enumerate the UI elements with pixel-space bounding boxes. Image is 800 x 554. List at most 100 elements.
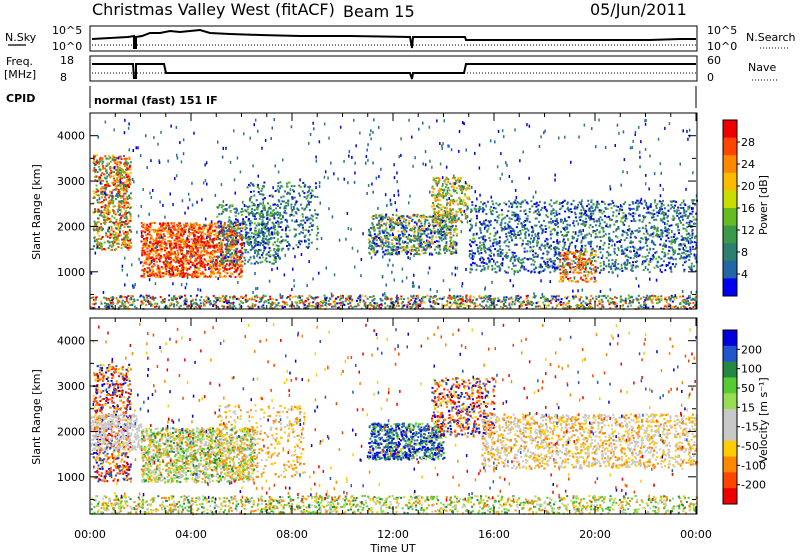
range-gate-cell: [583, 221, 586, 223]
range-gate-cell: [294, 234, 297, 237]
range-gate-cell: [659, 264, 662, 267]
range-gate-cell: [105, 169, 108, 172]
range-gate-cell: [228, 216, 231, 219]
range-gate-cell: [224, 260, 227, 263]
range-gate-cell: [122, 194, 125, 197]
range-gate-cell: [668, 246, 671, 249]
range-gate-cell: [200, 272, 202, 275]
range-gate-cell: [379, 239, 382, 242]
range-gate-cell: [288, 181, 291, 184]
range-gate-cell: [105, 210, 108, 213]
range-gate-cell: [113, 222, 116, 224]
range-gate-cell: [266, 218, 269, 220]
range-gate-cell: [638, 205, 640, 208]
range-gate-cell: [173, 259, 175, 262]
range-gate-cell: [269, 205, 272, 208]
range-gate-cell: [608, 240, 611, 243]
range-gate-cell: [189, 250, 192, 253]
range-gate-cell: [485, 224, 488, 227]
range-gate-cell: [566, 262, 569, 265]
range-gate-cell: [97, 242, 100, 245]
range-gate-cell: [596, 202, 599, 205]
range-gate-cell: [500, 226, 503, 229]
range-gate-cell: [285, 212, 288, 215]
range-gate-cell: [287, 248, 290, 251]
range-gate-cell: [282, 239, 285, 242]
range-gate-cell: [233, 225, 235, 228]
range-gate-cell: [222, 253, 225, 256]
range-gate-cell: [230, 259, 233, 262]
range-gate-cell: [440, 239, 443, 242]
range-gate-cell: [600, 226, 603, 229]
range-gate-cell: [232, 229, 235, 232]
range-gate-cell: [110, 244, 113, 247]
range-gate-cell: [434, 248, 436, 251]
range-gate-cell: [95, 239, 98, 242]
range-gate-cell: [603, 242, 606, 245]
range-gate-cell: [285, 235, 288, 238]
range-gate-cell: [368, 241, 371, 244]
range-gate-cell: [250, 262, 253, 265]
range-gate-cell: [188, 235, 191, 238]
range-gate-cell: [147, 272, 150, 275]
range-gate-cell: [113, 235, 116, 238]
range-gate-cell: [103, 218, 105, 221]
range-gate-cell: [431, 194, 433, 197]
range-gate-cell: [115, 187, 118, 190]
range-gate-cell: [310, 214, 313, 217]
range-gate-cell: [401, 232, 404, 235]
range-gate-cell: [465, 202, 467, 205]
range-gate-cell: [259, 231, 262, 234]
range-gate-cell: [209, 260, 212, 263]
range-gate-cell: [638, 227, 641, 230]
range-gate-cell: [244, 226, 247, 229]
range-gate-cell: [305, 245, 308, 248]
range-gate-cell: [557, 248, 560, 250]
range-gate-cell: [101, 168, 104, 171]
range-gate-cell: [641, 255, 644, 258]
range-gate-cell: [98, 194, 100, 197]
range-gate-cell: [424, 244, 427, 247]
range-gate-cell: [115, 194, 117, 197]
range-gate-cell: [253, 222, 256, 225]
range-gate-cell: [123, 155, 126, 157]
range-gate-cell: [563, 199, 566, 202]
range-gate-cell: [660, 202, 663, 205]
range-gate-cell: [235, 218, 237, 221]
range-gate-cell: [679, 221, 682, 224]
range-gate-cell: [213, 229, 216, 232]
range-gate-cell: [216, 255, 219, 258]
range-gate-cell: [672, 215, 675, 218]
range-gate-cell: [219, 237, 222, 240]
range-gate-cell: [269, 255, 272, 258]
range-gate-cell: [160, 250, 163, 253]
range-gate-cell: [682, 238, 685, 241]
range-gate-cell: [116, 222, 119, 225]
range-gate-cell: [202, 228, 205, 231]
range-gate-cell: [662, 248, 665, 251]
range-gate-cell: [557, 266, 560, 269]
range-gate-cell: [120, 208, 122, 211]
range-gate-cell: [150, 248, 153, 250]
range-gate-cell: [235, 268, 238, 271]
range-gate-cell: [440, 188, 442, 191]
range-gate-cell: [183, 229, 186, 232]
range-gate-cell: [148, 263, 151, 266]
range-gate-cell: [107, 247, 110, 250]
range-gate-cell: [438, 224, 441, 227]
range-gate-cell: [387, 238, 390, 241]
range-gate-cell: [590, 205, 593, 208]
range-gate-cell: [461, 200, 464, 203]
range-gate-cell: [378, 230, 381, 233]
range-gate-cell: [526, 202, 529, 205]
range-gate-cell: [386, 232, 389, 235]
range-gate-cell: [674, 241, 676, 244]
range-gate-cell: [151, 273, 154, 275]
range-gate-cell: [389, 229, 392, 232]
range-gate-cell: [437, 182, 440, 185]
range-gate-cell: [637, 255, 640, 258]
range-gate-cell: [573, 224, 576, 227]
range-gate-cell: [546, 262, 549, 265]
range-gate-cell: [383, 234, 386, 237]
range-gate-cell: [280, 218, 283, 220]
